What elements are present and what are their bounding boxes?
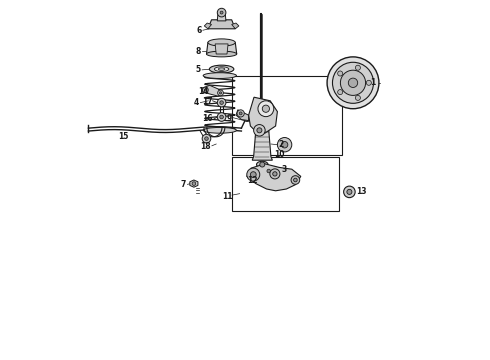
- Circle shape: [343, 186, 355, 198]
- Circle shape: [205, 137, 208, 140]
- Circle shape: [204, 89, 206, 91]
- Circle shape: [348, 78, 358, 87]
- Circle shape: [262, 105, 270, 112]
- Circle shape: [355, 65, 361, 70]
- Text: 7: 7: [180, 180, 186, 189]
- Bar: [232, 157, 339, 211]
- Ellipse shape: [203, 73, 237, 78]
- Text: 8: 8: [196, 46, 201, 55]
- Polygon shape: [217, 13, 226, 21]
- Circle shape: [239, 112, 242, 115]
- Circle shape: [327, 57, 379, 109]
- Circle shape: [338, 71, 343, 76]
- Circle shape: [270, 169, 280, 179]
- Text: 3: 3: [281, 165, 287, 174]
- Circle shape: [218, 90, 223, 96]
- Polygon shape: [247, 164, 301, 191]
- Text: 12: 12: [247, 176, 257, 185]
- Text: 11: 11: [222, 192, 233, 201]
- Circle shape: [237, 110, 245, 117]
- Circle shape: [257, 128, 262, 133]
- Ellipse shape: [203, 127, 237, 133]
- Ellipse shape: [206, 51, 237, 57]
- Polygon shape: [236, 110, 248, 121]
- Circle shape: [277, 138, 292, 152]
- Circle shape: [338, 90, 343, 95]
- Circle shape: [333, 62, 373, 103]
- Ellipse shape: [266, 168, 271, 174]
- Circle shape: [294, 178, 297, 182]
- Circle shape: [220, 115, 223, 119]
- Circle shape: [202, 134, 211, 143]
- Polygon shape: [252, 130, 272, 160]
- Circle shape: [367, 80, 371, 85]
- Circle shape: [250, 172, 256, 177]
- Circle shape: [245, 116, 249, 121]
- Text: 9: 9: [226, 113, 232, 122]
- Circle shape: [258, 101, 274, 117]
- Circle shape: [247, 168, 260, 181]
- Text: 17: 17: [202, 97, 213, 106]
- Text: 18: 18: [200, 143, 211, 152]
- Text: 4: 4: [194, 98, 199, 107]
- Circle shape: [192, 182, 196, 185]
- Text: 14: 14: [198, 87, 209, 96]
- Circle shape: [202, 87, 208, 93]
- Circle shape: [267, 169, 270, 173]
- Circle shape: [291, 176, 300, 184]
- Polygon shape: [232, 23, 239, 29]
- Text: 5: 5: [196, 65, 201, 74]
- Polygon shape: [204, 23, 212, 29]
- Ellipse shape: [208, 39, 235, 46]
- Text: 2: 2: [278, 140, 284, 149]
- Ellipse shape: [209, 65, 234, 73]
- Bar: [232, 76, 342, 155]
- Text: 13: 13: [357, 187, 367, 197]
- Circle shape: [217, 8, 226, 17]
- Circle shape: [217, 98, 226, 107]
- Circle shape: [260, 162, 265, 167]
- Text: 15: 15: [118, 132, 128, 140]
- Text: 6: 6: [196, 26, 201, 35]
- Text: 1: 1: [370, 78, 375, 87]
- Text: 10: 10: [274, 150, 285, 158]
- Text: 16: 16: [202, 113, 213, 122]
- Ellipse shape: [257, 161, 268, 168]
- Polygon shape: [215, 44, 228, 54]
- Circle shape: [220, 101, 223, 104]
- Polygon shape: [208, 20, 235, 29]
- Ellipse shape: [219, 68, 225, 71]
- Circle shape: [254, 125, 265, 136]
- Polygon shape: [248, 97, 277, 133]
- Circle shape: [281, 141, 288, 148]
- Polygon shape: [190, 180, 198, 187]
- Circle shape: [273, 172, 277, 176]
- Circle shape: [341, 70, 366, 95]
- Circle shape: [355, 95, 361, 100]
- Circle shape: [220, 92, 221, 94]
- Polygon shape: [202, 85, 222, 96]
- Circle shape: [220, 11, 223, 14]
- Ellipse shape: [215, 67, 229, 71]
- Circle shape: [347, 189, 352, 194]
- Circle shape: [217, 113, 226, 121]
- Polygon shape: [206, 42, 237, 54]
